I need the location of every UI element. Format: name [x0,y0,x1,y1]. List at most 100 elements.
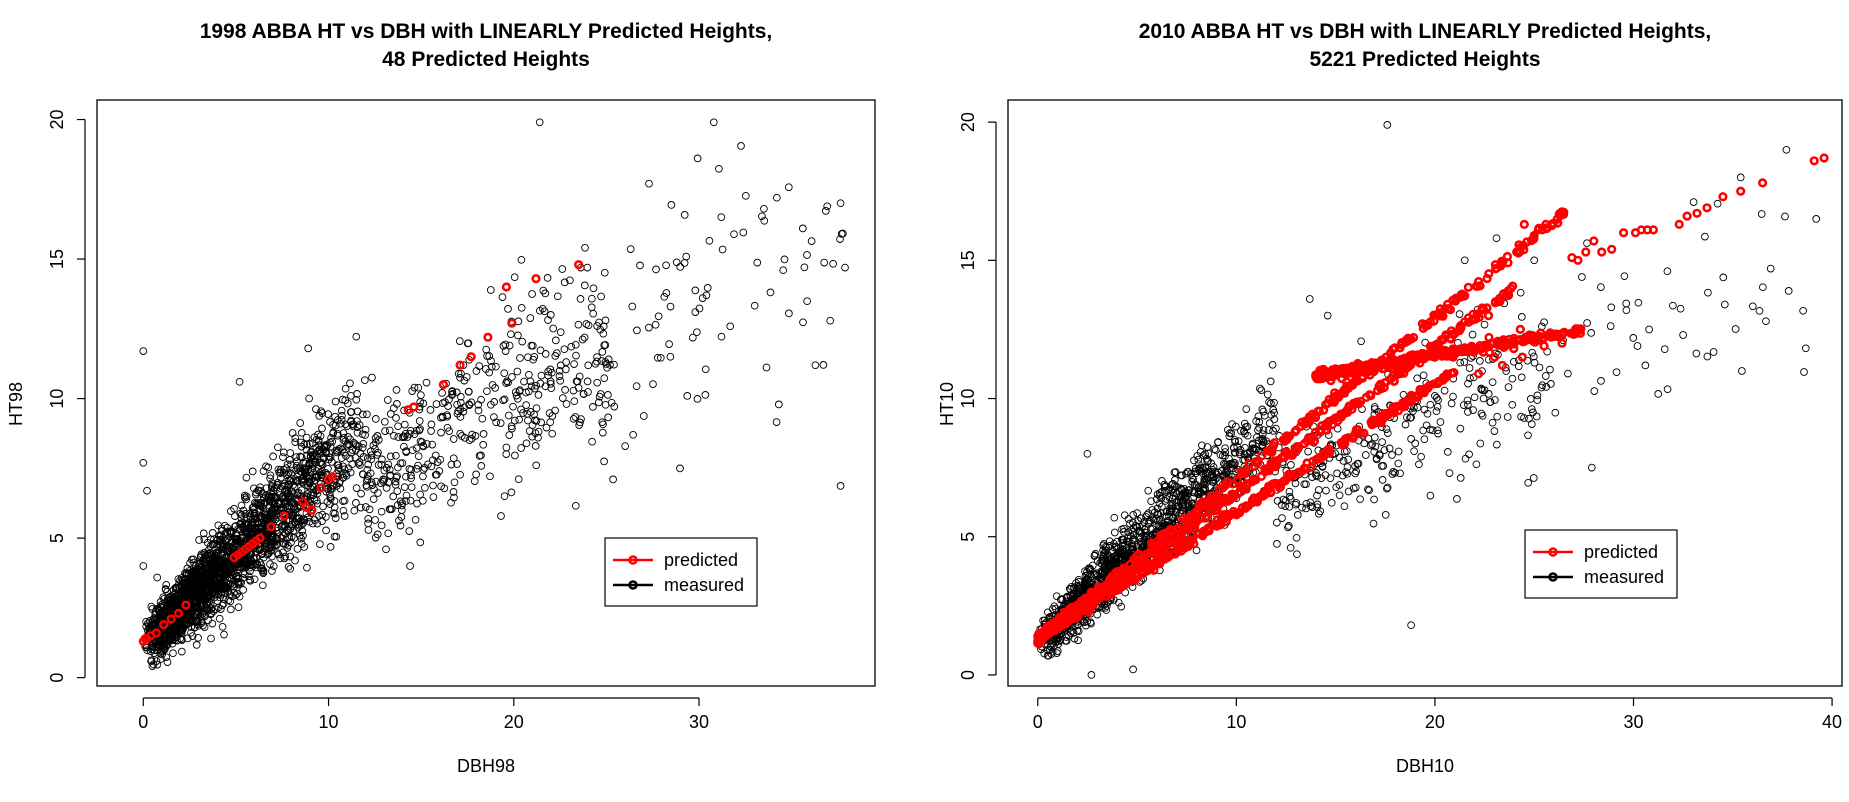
measured-point [209,588,218,596]
measured-point [1713,199,1722,208]
predicted-point [507,318,517,328]
measured-point [306,478,314,487]
measured-point [231,512,239,520]
measured-point [772,418,781,426]
measured-point [1129,523,1138,532]
measured-point [1110,539,1118,548]
measured-point [258,581,267,590]
measured-point [226,546,234,555]
measured-point [803,251,811,259]
measured-point [1110,528,1119,537]
measured-point [283,460,292,469]
measured-point [297,540,306,548]
measured-point [513,367,522,376]
measured-point [1211,446,1220,455]
measured-point [693,154,702,163]
measured-point [212,551,221,560]
measured-point [332,532,341,541]
measured-point [525,370,533,379]
measured-point [246,523,255,531]
chart-panel-1998: 1998 ABBA HT vs DBH with LINEARLY Predic… [0,0,924,802]
measured-point [412,465,421,473]
measured-point [267,540,276,549]
measured-point [836,235,844,243]
measured-point [571,501,580,510]
measured-point [1200,475,1209,484]
measured-point [1333,469,1341,478]
measured-point [1641,361,1650,370]
measured-point [556,328,565,337]
measured-point [1178,486,1186,494]
measured-point [531,416,539,425]
measured-point [1493,412,1502,421]
measured-point [531,429,540,437]
measured-point [1663,267,1672,276]
measured-point [301,465,310,474]
measured-point [497,512,505,520]
measured-point [328,437,337,446]
measured-point [292,476,301,485]
measured-point [645,323,653,332]
measured-point [340,512,349,520]
measured-point [286,564,295,573]
measured-point [297,428,306,437]
measured-point [300,440,309,449]
measured-point [226,590,234,599]
measured-point [1242,405,1251,413]
measured-point [514,331,522,340]
measured-point [1528,348,1537,357]
measured-point [180,621,189,629]
measured-point [440,484,449,493]
measured-point [511,451,519,460]
measured-point [400,420,409,429]
measured-point [604,413,613,422]
measured-point [160,645,169,654]
measured-point [597,292,605,301]
measured-point [195,536,203,544]
measured-point [208,580,216,589]
measured-point [560,278,569,287]
measured-point [601,341,610,349]
measured-point [227,527,235,535]
measured-point [649,380,657,388]
measured-point [416,490,424,499]
measured-point [575,372,584,381]
measured-point [457,369,465,378]
measured-point [191,591,200,600]
measured-point [486,472,494,481]
measured-point [219,542,227,551]
measured-point [785,309,793,318]
measured-point [314,436,323,445]
measured-point [279,531,287,540]
measured-point [443,412,452,421]
measured-point [156,655,165,663]
measured-point [326,543,335,551]
measured-point [1327,498,1336,507]
measured-point [1082,621,1090,630]
measured-point [310,454,319,463]
measured-point [156,602,165,611]
measured-point [518,337,527,346]
measured-point [402,491,411,500]
measured-point [1477,409,1486,418]
measured-point [1676,304,1685,313]
measured-point [283,490,292,498]
measured-point [379,477,388,486]
measured-point [1357,337,1365,346]
measured-point [760,204,768,213]
measured-point [392,451,400,460]
measured-point [251,490,260,499]
measured-point [276,469,285,477]
measured-point [772,193,781,202]
measured-point [300,516,308,524]
measured-point [577,415,585,423]
measured-point [1527,420,1536,428]
measured-point [1468,330,1477,339]
measured-point [1709,348,1718,356]
measured-point [363,410,371,419]
measured-point [606,361,614,369]
measured-point [419,441,428,450]
measured-point [346,408,355,416]
measured-point [1050,602,1059,611]
